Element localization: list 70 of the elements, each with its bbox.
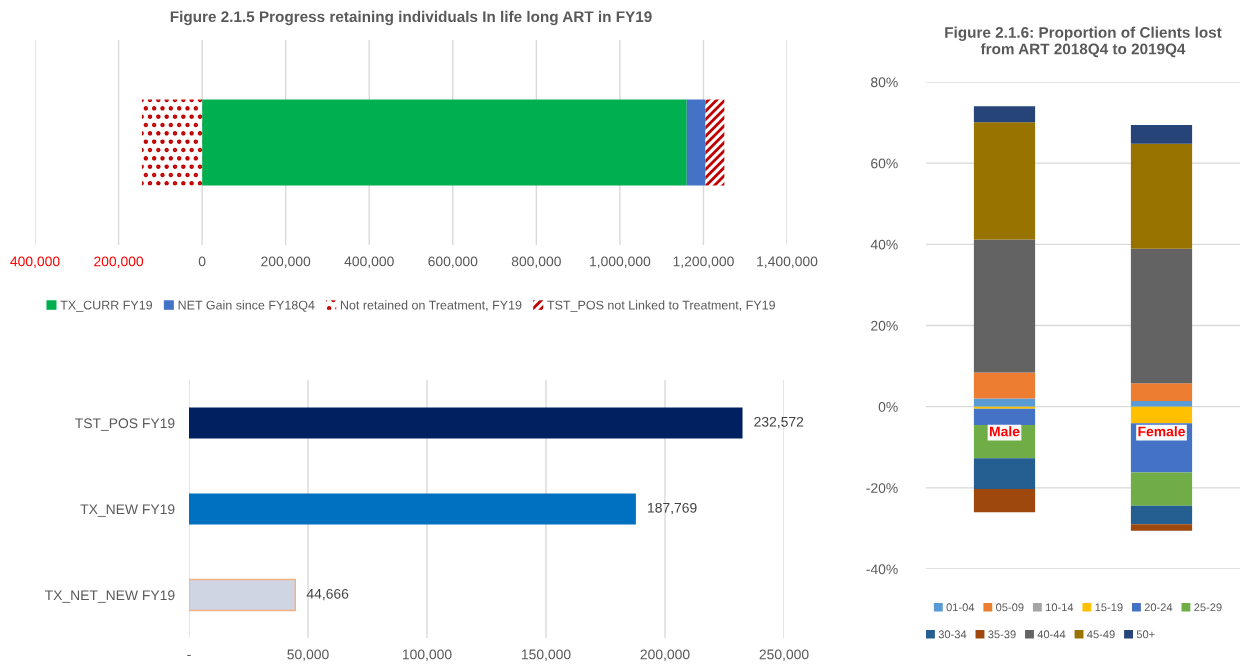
data-label: 44,666	[306, 588, 349, 601]
x-tick-label: 150,000	[521, 649, 571, 661]
y-tick-label: 0%	[878, 402, 898, 412]
y-tick-label: -40%	[866, 564, 898, 575]
bar	[973, 239, 1036, 373]
x-tick-label: Male	[989, 426, 1020, 437]
x-tick-label: 800,000	[511, 256, 561, 268]
legend-label: 45-49	[1087, 630, 1115, 639]
bar	[1130, 400, 1193, 407]
bar	[202, 99, 687, 186]
bar	[973, 406, 1036, 409]
bar	[141, 99, 203, 186]
x-tick-label: 400,000	[344, 256, 394, 268]
x-tick-label: 250,000	[759, 649, 809, 661]
legend-label: NET Gain since FY18Q4	[178, 300, 315, 312]
bar	[1130, 125, 1193, 144]
data-label: 187,769	[648, 502, 697, 515]
x-tick-label: 200,000	[261, 256, 311, 268]
y-tick-label: -20%	[866, 483, 898, 493]
legend-label: 15-19	[1095, 603, 1123, 612]
legend-label: 50+	[1136, 630, 1155, 639]
bar	[1130, 505, 1193, 525]
legend-label: TX_CURR FY19	[60, 300, 153, 312]
bar	[973, 398, 1036, 407]
bar	[1130, 524, 1193, 531]
y-tick-label: 40%	[870, 239, 898, 250]
x-tick-label: 1,400,000	[757, 256, 818, 268]
y-tick-label: 80%	[871, 77, 898, 88]
legend-label: 25-29	[1194, 603, 1222, 612]
legend-label: 20-24	[1144, 603, 1173, 612]
x-tick-label: 1,200,000	[673, 256, 734, 268]
bar	[973, 489, 1036, 513]
legend-label: 01-04	[946, 603, 975, 612]
bar	[973, 106, 1036, 123]
legend-label: TST_POS not Linked to Treatment, FY19	[547, 300, 775, 312]
bar	[189, 493, 636, 525]
bar	[1130, 472, 1193, 506]
data-label: 232,572	[754, 416, 804, 429]
x-tick-label: 100,000	[402, 649, 452, 661]
y-tick-label: 60%	[871, 158, 898, 169]
x-tick-label: 1,000,000	[590, 256, 651, 268]
y-tick-label: TX_NEW FY19	[80, 504, 175, 517]
bar	[1130, 143, 1193, 249]
x-tick-label: Female	[1138, 426, 1185, 437]
chart-title: Figure 2.1.6: Proportion of Clients lost from ART 2018Q4 to 2019Q4	[945, 26, 1222, 58]
chart-title: Figure 2.1.5 Progress retaining individuals In life long ART in FY19	[170, 10, 652, 26]
bar	[189, 407, 743, 439]
x-tick-label: 0	[198, 256, 206, 267]
bar	[1130, 383, 1193, 401]
bar	[705, 99, 725, 186]
x-tick-label: 50,000	[287, 649, 329, 661]
x-tick-label: 200,000	[94, 256, 144, 268]
x-tick-label: 200,000	[640, 649, 690, 661]
y-tick-label: 20%	[871, 320, 898, 331]
bar	[973, 372, 1036, 399]
x-tick-label: 600,000	[428, 256, 478, 268]
legend-label: 35-39	[988, 630, 1016, 639]
legend-label: 05-09	[996, 603, 1024, 612]
y-tick-label: TST_POS FY19	[75, 418, 175, 431]
x-tick-label: 400,000	[10, 256, 60, 268]
legend-label: 30-34	[938, 630, 967, 639]
bar	[973, 122, 1036, 240]
legend-label: 40-44	[1037, 630, 1066, 639]
bar	[1130, 248, 1193, 384]
y-tick-label: TX_NET_NEW FY19	[44, 590, 175, 603]
legend-label: 10-14	[1045, 603, 1074, 612]
x-tick-label: -	[187, 654, 191, 657]
bar	[686, 99, 706, 186]
bar	[973, 458, 1036, 490]
legend-label: Not retained on Treatment, FY19	[340, 300, 522, 311]
